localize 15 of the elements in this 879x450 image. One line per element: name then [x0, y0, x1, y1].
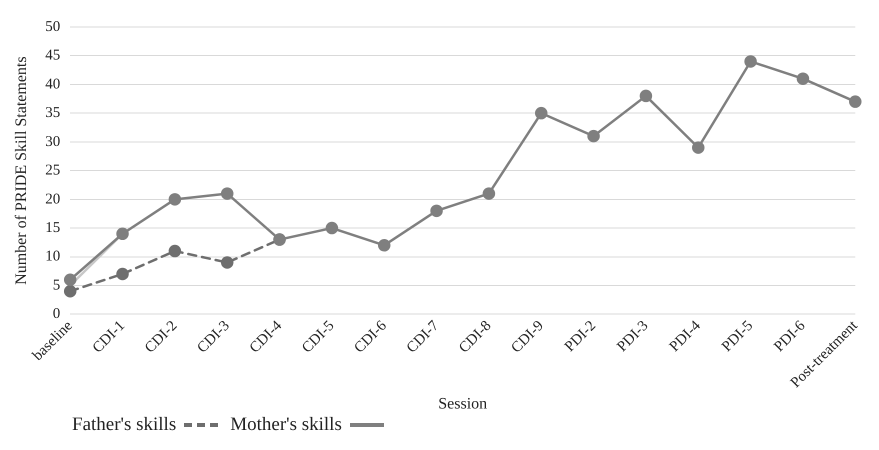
y-tick-label: 35	[45, 105, 60, 122]
legend-label: Father's skills	[72, 414, 176, 436]
legend-label: Mother's skills	[230, 414, 342, 436]
y-tick-label: 50	[45, 18, 60, 35]
x-axis-title: Session	[438, 396, 488, 413]
y-tick-label: 30	[45, 134, 60, 150]
y-tick-label: 40	[45, 76, 60, 92]
y-tick-label: 25	[45, 162, 60, 179]
y-tick-label: 15	[45, 220, 60, 236]
y-tick-label: 20	[45, 191, 60, 208]
y-tick-label: 0	[52, 306, 60, 322]
y-tick-label: 45	[45, 48, 60, 64]
y-axis-title: Number of PRIDE Skill Statements	[12, 56, 30, 285]
y-tick-label: 10	[45, 248, 60, 265]
y-tick-label: 5	[52, 277, 60, 294]
